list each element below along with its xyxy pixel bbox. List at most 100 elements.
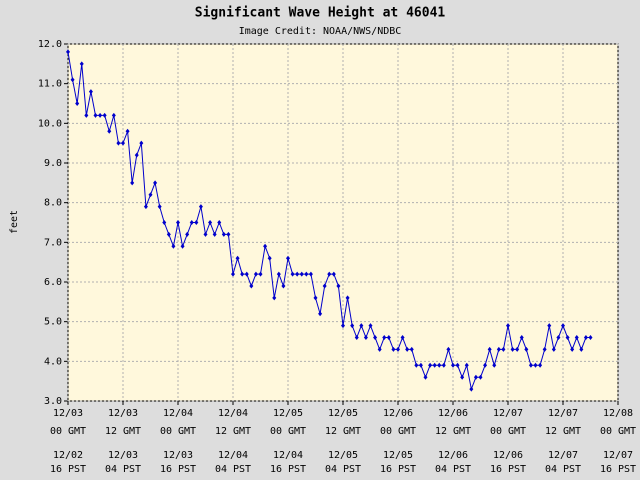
data-point — [533, 362, 538, 368]
data-point — [409, 346, 414, 352]
data-point — [208, 220, 213, 225]
data-point — [405, 346, 410, 352]
data-point — [153, 180, 158, 186]
x-tick-local-date: 12/07 — [603, 450, 633, 461]
data-point — [377, 346, 382, 352]
data-point — [574, 335, 579, 341]
data-point — [519, 335, 524, 341]
x-tick-label: 12/04 — [218, 408, 248, 419]
data-point — [198, 204, 203, 210]
data-point — [93, 112, 98, 118]
x-tick-time: 12 GMT — [215, 426, 251, 437]
data-point — [272, 295, 277, 301]
data-point — [75, 101, 80, 106]
data-point — [226, 231, 231, 237]
x-tick-local-date: 12/04 — [218, 450, 248, 461]
data-point — [327, 271, 332, 277]
data-point — [308, 271, 313, 277]
y-tick-label: 8.0 — [44, 198, 62, 209]
data-point — [363, 335, 368, 341]
data-point — [162, 220, 167, 225]
x-tick-local-date: 12/06 — [438, 450, 468, 461]
data-point — [345, 295, 350, 301]
data-point — [583, 335, 588, 341]
x-tick-local-time: 04 PST — [325, 464, 361, 475]
x-tick-local-date: 12/05 — [383, 450, 413, 461]
data-point — [258, 271, 263, 277]
x-tick-local-time: 16 PST — [50, 464, 86, 475]
y-tick-label: 12.0 — [38, 39, 62, 50]
data-point — [148, 192, 153, 198]
y-tick-label: 11.0 — [38, 79, 62, 90]
data-point — [304, 271, 309, 277]
y-tick-label: 3.0 — [44, 396, 62, 407]
x-tick-time: 12 GMT — [325, 426, 361, 437]
data-point — [565, 335, 570, 341]
y-tick-label: 5.0 — [44, 317, 62, 328]
chart-subtitle: Image Credit: NOAA/NWS/NDBC — [239, 26, 402, 37]
x-tick-time: 00 GMT — [600, 426, 636, 437]
y-tick-label: 6.0 — [44, 277, 62, 288]
x-tick-local-time: 04 PST — [545, 464, 581, 475]
data-point — [588, 335, 593, 341]
data-point — [286, 255, 290, 261]
data-point — [171, 243, 176, 249]
data-point — [478, 374, 483, 380]
data-point — [414, 362, 419, 368]
x-tick-label: 12/03 — [53, 408, 83, 419]
data-point — [185, 231, 190, 237]
data-point — [341, 323, 345, 329]
data-point — [281, 283, 286, 289]
data-point — [249, 283, 254, 289]
data-point — [460, 374, 465, 380]
data-point — [66, 49, 70, 55]
x-tick-label: 12/06 — [438, 408, 468, 419]
data-point — [125, 128, 130, 134]
data-point — [469, 386, 474, 392]
data-point — [194, 220, 199, 225]
data-point — [253, 271, 258, 277]
data-point — [391, 346, 396, 352]
data-point — [235, 255, 240, 261]
data-point — [551, 346, 556, 352]
data-point — [88, 89, 93, 95]
x-tick-local-date: 12/04 — [273, 450, 303, 461]
y-tick-label: 4.0 — [44, 356, 62, 367]
data-point — [244, 271, 249, 277]
data-point — [295, 271, 300, 277]
data-point — [423, 374, 428, 380]
data-point — [221, 231, 226, 237]
chart-title: Significant Wave Height at 46041 — [195, 6, 446, 21]
data-point — [299, 271, 304, 277]
data-point — [455, 362, 460, 368]
x-tick-label: 12/03 — [108, 408, 138, 419]
data-point — [70, 77, 75, 83]
data-point — [483, 362, 488, 368]
data-point — [217, 220, 222, 225]
x-tick-time: 12 GMT — [105, 426, 141, 437]
data-point — [510, 346, 515, 352]
x-tick-local-time: 16 PST — [270, 464, 306, 475]
x-tick-time: 00 GMT — [490, 426, 526, 437]
data-point — [492, 362, 497, 368]
x-tick-time: 00 GMT — [380, 426, 416, 437]
data-point — [102, 112, 107, 118]
data-point — [437, 362, 442, 368]
data-point — [166, 231, 171, 237]
x-tick-label: 12/08 — [603, 408, 633, 419]
data-point — [263, 243, 268, 249]
data-point — [396, 346, 400, 352]
data-point — [231, 271, 235, 277]
x-tick-local-date: 12/03 — [163, 450, 193, 461]
x-tick-local-date: 12/06 — [493, 450, 523, 461]
y-axis-label: feet — [9, 210, 20, 234]
data-point — [542, 346, 547, 352]
data-point — [354, 335, 359, 341]
data-point — [203, 231, 208, 237]
x-tick-label: 12/06 — [383, 408, 413, 419]
data-point — [579, 346, 584, 352]
x-tick-local-time: 16 PST — [600, 464, 636, 475]
data-point — [524, 346, 529, 352]
